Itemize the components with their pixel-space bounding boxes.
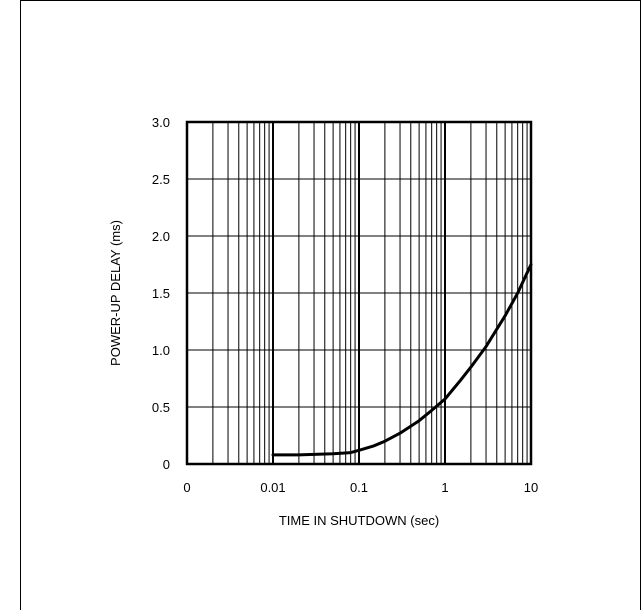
y-tick-label: 1.0: [152, 343, 170, 358]
y-tick-labels: 3.0 2.5 2.0 1.5 1.0 0.5 0: [152, 115, 170, 472]
series-line: [271, 263, 533, 457]
y-tick-label: 1.5: [152, 286, 170, 301]
y-tick-label: 2.0: [152, 229, 170, 244]
x-tick-label: 10: [524, 480, 538, 495]
y-tick-label: 2.5: [152, 172, 170, 187]
x-tick-label: 0: [183, 480, 190, 495]
plot-border: [185, 120, 533, 466]
y-tick-label: 0.5: [152, 400, 170, 415]
x-tick-label: 0.1: [350, 480, 368, 495]
y-tick-label: 3.0: [152, 115, 170, 130]
x-tick-label: 0.01: [260, 480, 285, 495]
figure-frame: [20, 0, 641, 610]
grid: [187, 122, 531, 464]
y-tick-label: 0: [163, 457, 170, 472]
x-tick-label: 1: [441, 480, 448, 495]
x-tick-labels: 0 0.01 0.1 1 10: [183, 480, 538, 495]
x-axis-label: TIME IN SHUTDOWN (sec): [279, 513, 439, 528]
y-axis-label: POWER-UP DELAY (ms): [108, 220, 123, 366]
